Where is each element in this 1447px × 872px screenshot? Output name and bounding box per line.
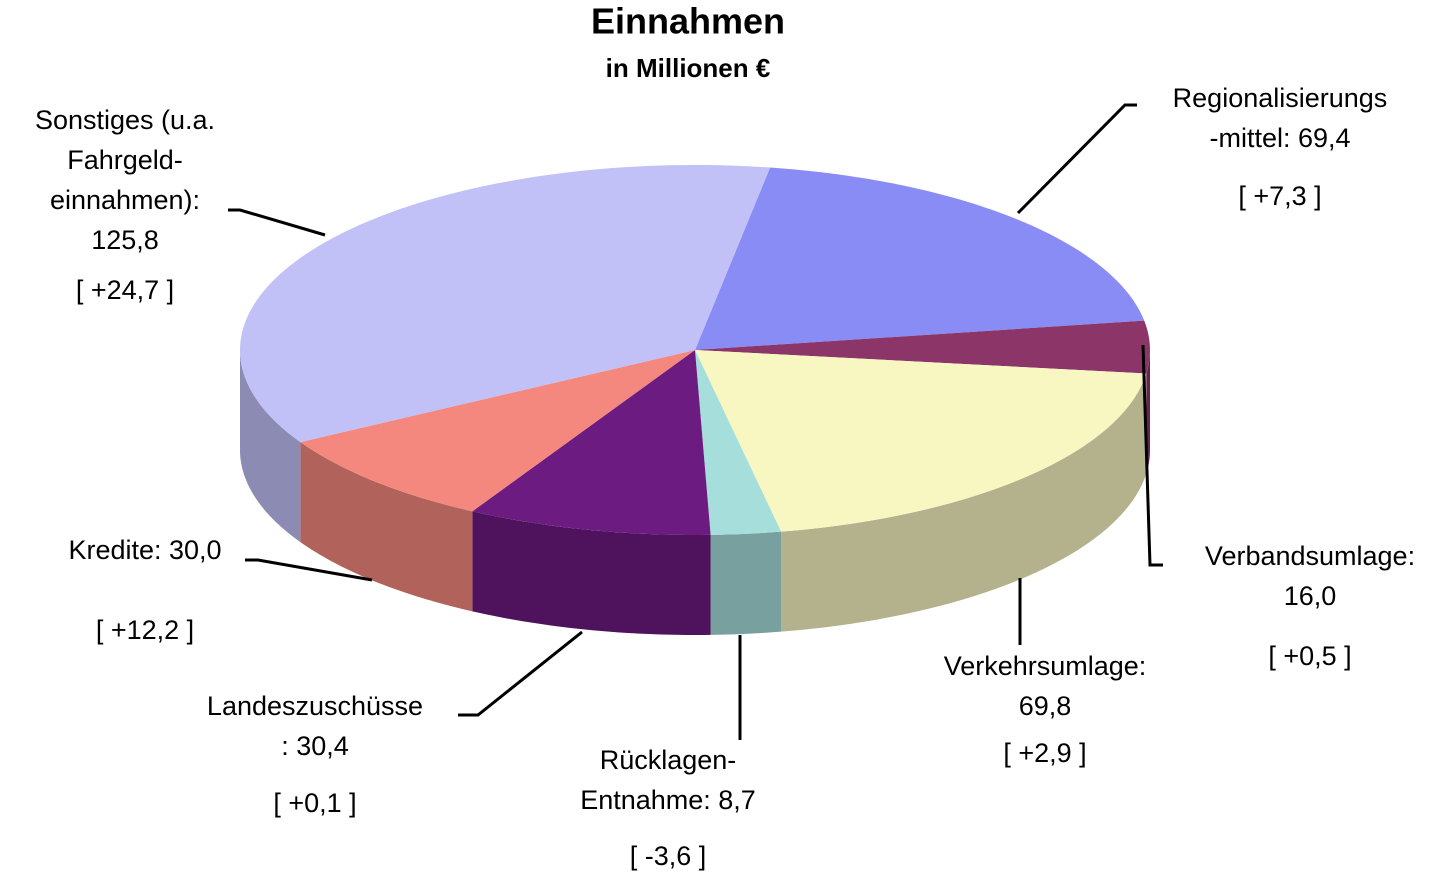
change-label: [ -3,6 ] bbox=[630, 841, 707, 871]
leader-line bbox=[1141, 344, 1163, 567]
slice bbox=[300, 350, 695, 512]
slice-side bbox=[300, 442, 473, 612]
slice-label: -mittel: 69,4 bbox=[1209, 123, 1350, 153]
slice-side bbox=[472, 511, 711, 635]
change-label: [ +0,1 ] bbox=[273, 788, 356, 818]
chart-title: Einnahmen bbox=[591, 1, 785, 42]
slice-label: einnahmen): bbox=[50, 185, 200, 215]
change-label: [ +24,7 ] bbox=[76, 275, 174, 305]
change-label: [ +12,2 ] bbox=[96, 615, 194, 645]
slice-label: Landeszuschüsse bbox=[207, 691, 423, 721]
change-label: [ +2,9 ] bbox=[1003, 738, 1086, 768]
slice-label: Regionalisierungs bbox=[1173, 83, 1388, 113]
change-label: [ +0,5 ] bbox=[1268, 641, 1351, 671]
slice bbox=[695, 167, 1145, 350]
slice bbox=[472, 350, 711, 535]
slice-label: 125,8 bbox=[91, 225, 159, 255]
slice-label: Rücklagen- bbox=[600, 745, 737, 775]
slice bbox=[695, 350, 1147, 532]
slice-side bbox=[781, 373, 1147, 632]
slice-label: Verbandsumlage: bbox=[1205, 541, 1415, 571]
leader-line bbox=[228, 208, 326, 237]
slice-label: Entnahme: 8,7 bbox=[580, 785, 756, 815]
slice-side bbox=[710, 531, 782, 635]
slice-side bbox=[240, 350, 301, 543]
slice-label: Sonstiges (u.a. bbox=[35, 105, 215, 135]
slice-label: Verkehrsumlage: bbox=[944, 651, 1147, 681]
leader-line bbox=[245, 558, 373, 582]
leader-line bbox=[1016, 103, 1137, 215]
slice-label: Kredite: 30,0 bbox=[68, 535, 221, 565]
slice bbox=[695, 350, 782, 535]
slice-label: : 30,4 bbox=[281, 731, 349, 761]
slice-label: 69,8 bbox=[1019, 691, 1072, 721]
leader-line bbox=[458, 630, 583, 717]
slice-label: 16,0 bbox=[1284, 581, 1337, 611]
slice bbox=[695, 320, 1150, 374]
chart-subtitle: in Millionen € bbox=[606, 53, 771, 83]
slice bbox=[240, 165, 771, 443]
slice-label: Fahrgeld- bbox=[67, 145, 183, 175]
change-label: [ +7,3 ] bbox=[1238, 181, 1321, 211]
